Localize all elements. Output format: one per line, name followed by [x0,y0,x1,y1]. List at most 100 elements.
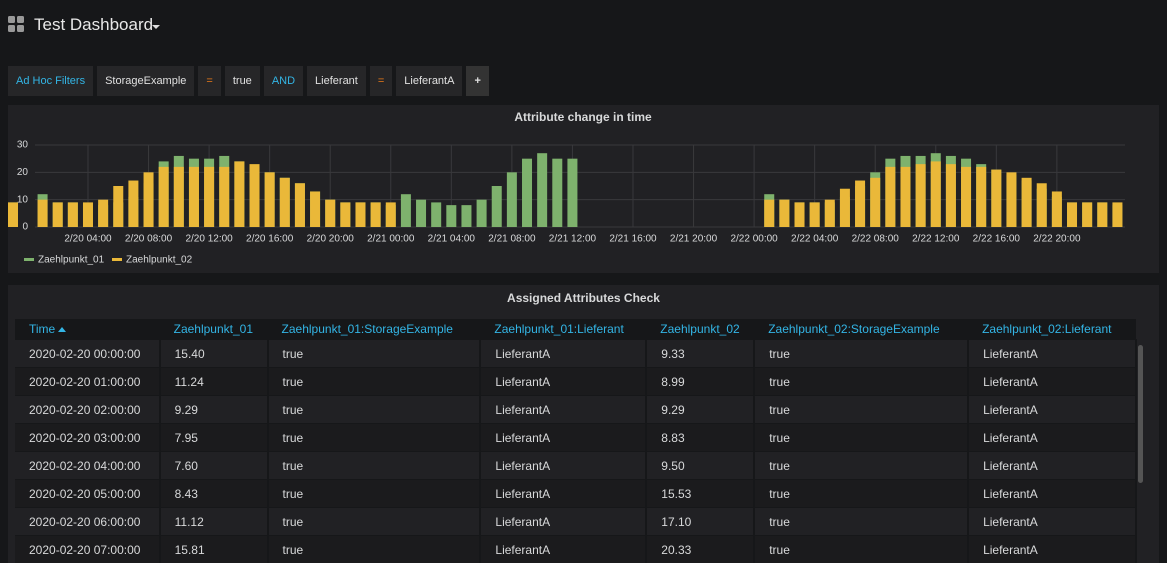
column-header-text: Zaehlpunkt_02 [660,322,739,336]
filter-chip[interactable]: AND [264,66,303,96]
column-header[interactable]: Zaehlpunkt_02:Lieferant [968,319,1136,340]
filter-chip[interactable]: = [370,66,392,96]
y-tick-label: 30 [17,140,29,151]
bar [764,200,774,227]
bar [1022,178,1032,227]
bar [1112,202,1122,227]
table-cell: 15.40 [160,340,268,368]
x-tick-label: 2/20 12:00 [185,234,233,245]
column-header[interactable]: Zaehlpunkt_02 [646,319,754,340]
x-tick-label: 2/21 12:00 [549,234,597,245]
bar [779,200,789,227]
table-cell: LieferantA [968,340,1136,368]
table-cell: LieferantA [968,452,1136,480]
table-row: 2020-02-20 02:00:009.29trueLieferantA9.2… [15,396,1136,424]
table-cell: true [754,480,968,508]
table-cell: 9.29 [646,396,754,424]
table-cell: 2020-02-20 06:00:00 [15,508,160,536]
column-header[interactable]: Time [15,319,160,340]
bar [53,202,63,227]
table-cell: LieferantA [968,508,1136,536]
filter-chip[interactable]: true [225,66,260,96]
bar [477,200,487,227]
column-header[interactable]: Zaehlpunkt_01:Lieferant [480,319,646,340]
filter-chip[interactable]: = [198,66,220,96]
filter-chip[interactable]: LieferantA [396,66,462,96]
x-tick-label: 2/21 16:00 [609,234,657,245]
table-cell: 8.99 [646,368,754,396]
bar [8,222,18,227]
bar [507,172,517,227]
bar [128,181,138,227]
table-row: 2020-02-20 07:00:0015.81trueLieferantA20… [15,536,1136,563]
bar [916,164,926,227]
dashboard-icon [8,16,26,34]
x-tick-label: 2/21 04:00 [428,234,476,245]
bar [98,200,108,227]
column-header[interactable]: Zaehlpunkt_01 [160,319,268,340]
column-header-text: Zaehlpunkt_02:Lieferant [982,322,1111,336]
bar [355,202,365,227]
bar [113,186,123,227]
table-cell: 2020-02-20 03:00:00 [15,424,160,452]
bar [446,205,456,227]
table-cell: true [268,368,481,396]
table-cell: LieferantA [480,340,646,368]
legend-label: Zaehlpunkt_02 [126,255,193,266]
bar [840,189,850,227]
table-cell: true [268,452,481,480]
x-tick-label: 2/21 00:00 [367,234,415,245]
bar [340,202,350,227]
bar [174,167,184,227]
table-row: 2020-02-20 03:00:007.95trueLieferantA8.8… [15,424,1136,452]
add-filter[interactable]: + [466,66,488,96]
x-tick-label: 2/22 12:00 [912,234,960,245]
chart-panel: Attribute change in time 01020302/20 04:… [8,105,1159,273]
column-header-text: Zaehlpunkt_01 [174,322,253,336]
x-tick-label: 2/22 20:00 [1033,234,1081,245]
x-tick-label: 2/20 04:00 [64,234,112,245]
bar [38,200,48,227]
bar [795,202,805,227]
chart-title: Attribute change in time [514,110,652,124]
table-cell: 15.53 [646,480,754,508]
table-cell: LieferantA [968,368,1136,396]
bar [825,200,835,227]
table-cell: true [754,452,968,480]
filter-chip[interactable]: Ad Hoc Filters [8,66,93,96]
bar [401,194,411,227]
table-cell: LieferantA [480,536,646,563]
bar [219,167,229,227]
column-header[interactable]: Zaehlpunkt_02:StorageExample [754,319,968,340]
bar [250,164,260,227]
bar [931,161,941,227]
table-cell: 9.33 [646,340,754,368]
filter-chip[interactable]: Lieferant [307,66,366,96]
dashboard-title[interactable]: Test Dashboard [34,15,153,35]
bar [552,159,562,227]
bar [810,202,820,227]
bar [537,153,547,227]
x-tick-label: 2/21 20:00 [670,234,718,245]
table-cell: LieferantA [480,508,646,536]
filter-chip[interactable]: StorageExample [97,66,194,96]
bar [83,202,93,227]
column-header-text: Zaehlpunkt_02:StorageExample [768,322,939,336]
y-tick-label: 0 [22,222,28,233]
table-cell: 2020-02-20 02:00:00 [15,396,160,424]
column-header[interactable]: Zaehlpunkt_01:StorageExample [268,319,481,340]
x-tick-label: 2/22 00:00 [730,234,778,245]
bar [961,167,971,227]
filter-bar: Ad Hoc FiltersStorageExample=trueANDLief… [8,66,489,96]
x-tick-label: 2/21 08:00 [488,234,536,245]
caret[interactable] [152,24,160,30]
bar [144,172,154,227]
x-tick-label: 2/22 08:00 [852,234,900,245]
table: Time Zaehlpunkt_01 Zaehlpunkt_01:StorageEx… [15,319,1137,563]
bar [976,167,986,227]
table-cell: LieferantA [480,368,646,396]
scrollbar[interactable] [1138,345,1143,483]
column-header-text: Zaehlpunkt_01:StorageExample [282,322,453,336]
x-tick-label: 2/22 16:00 [973,234,1021,245]
